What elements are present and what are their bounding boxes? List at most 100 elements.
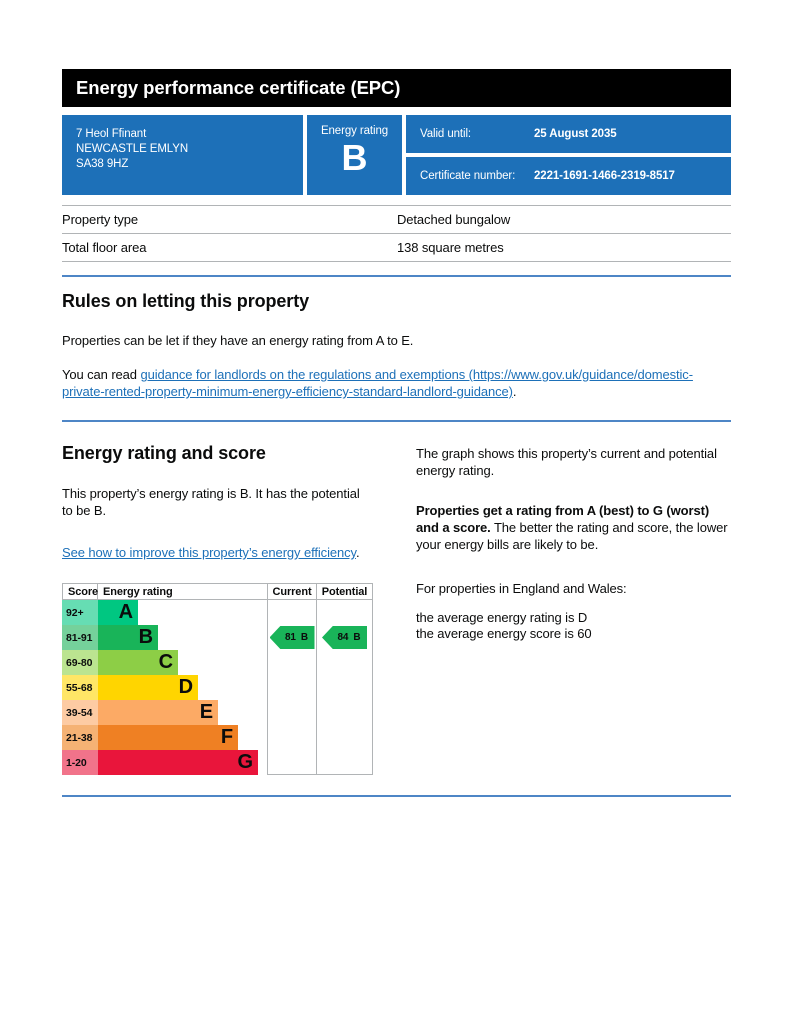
band-bar-cell: A (98, 600, 268, 625)
score-range-label: 55-68 (62, 675, 98, 700)
epc-band-row-c: 69-80 C (62, 650, 373, 675)
rating-summary-text: This property’s energy rating is B. It h… (62, 486, 360, 518)
epc-band-row-b: 81-91 B 81 B 84 B (62, 625, 373, 650)
band-bar-cell: E (98, 700, 268, 725)
energy-rating-value: B (341, 137, 368, 178)
potential-column-cell: 84 B (317, 625, 373, 650)
valid-until-value: 25 August 2035 (534, 128, 617, 140)
table-row: Property type Detached bungalow (62, 206, 731, 234)
score-range-label: 39-54 (62, 700, 98, 725)
current-column-cell (268, 650, 317, 675)
rating-left-column: Energy rating and score This property’s … (62, 443, 392, 775)
band-bar-cell: C (98, 650, 268, 675)
epc-band-row-d: 55-68 D (62, 675, 373, 700)
summary-banner: 7 Heol Ffinant NEWCASTLE EMLYN SA38 9HZ … (62, 115, 731, 195)
address-line-3: SA38 9HZ (76, 158, 129, 170)
table-row: Total floor area 138 square metres (62, 234, 731, 262)
band-bar-cell: D (98, 675, 268, 700)
current-column-cell: 81 B (268, 625, 317, 650)
band-bar-b: B (98, 625, 158, 650)
letting-rule-text: Properties can be let if they have an en… (62, 333, 414, 348)
potential-column-cell (317, 650, 373, 675)
epc-band-row-f: 21-38 F (62, 725, 373, 750)
potential-rating-arrow-score: 84 (337, 632, 349, 643)
certificate-number-value: 2221-1691-1466-2319-8517 (534, 170, 675, 182)
page-title-bar: Energy performance certificate (EPC) (62, 69, 731, 107)
average-rating-line: the average energy rating is D (416, 610, 588, 625)
epc-band-row-g: 1-20 G (62, 750, 373, 775)
graph-intro-text: The graph shows this property’s current … (416, 446, 717, 478)
potential-column-cell (317, 675, 373, 700)
band-bar-f: F (98, 725, 238, 750)
current-column-cell (268, 675, 317, 700)
score-range-label: 21-38 (62, 725, 98, 750)
band-bar-cell: G (98, 750, 268, 775)
current-column-cell (268, 725, 317, 750)
rating-right-column: The graph shows this property’s current … (416, 443, 731, 775)
chart-band-rows: 92+ A 81-91 B 81 B 84 B 69-80 C 55-68 D 39-54 E 21-38 F… (62, 600, 373, 775)
potential-column-cell (317, 600, 373, 625)
current-rating-arrow: 81 B (269, 626, 315, 649)
potential-rating-arrow: 84 B (322, 626, 367, 649)
current-rating-arrow-letter: B (300, 632, 309, 643)
energy-rating-badge: Energy rating B (307, 115, 402, 195)
chart-col-current: Current (268, 584, 317, 599)
band-bar-cell: F (98, 725, 268, 750)
chart-header-row: Score Energy rating Current Potential (62, 583, 373, 600)
improve-suffix: . (355, 545, 360, 560)
chart-col-score: Score (62, 584, 98, 599)
total-floor-area-label: Total floor area (62, 240, 147, 255)
band-bar-g: G (98, 750, 258, 775)
rating-info-rest: The better the rating and score, the low… (416, 520, 728, 552)
score-range-label: 1-20 (62, 750, 98, 775)
address-line-2: NEWCASTLE EMLYN (76, 143, 189, 155)
section-divider (62, 275, 731, 277)
potential-column-cell (317, 700, 373, 725)
current-column-cell (268, 600, 317, 625)
chart-col-potential: Potential (317, 584, 373, 599)
energy-rating-label: Energy rating (320, 125, 389, 137)
guidance-suffix: . (512, 384, 517, 399)
property-type-value: Detached bungalow (397, 212, 511, 227)
property-address: 7 Heol Ffinant NEWCASTLE EMLYN SA38 9HZ (62, 115, 303, 195)
potential-column-cell (317, 750, 373, 775)
property-type-label: Property type (62, 212, 139, 227)
score-range-label: 81-91 (62, 625, 98, 650)
rating-heading: Energy rating and score (62, 443, 266, 463)
band-bar-d: D (98, 675, 198, 700)
epc-band-row-a: 92+ A (62, 600, 373, 625)
band-bar-c: C (98, 650, 178, 675)
band-bar-cell: B (98, 625, 268, 650)
section-divider (62, 420, 731, 422)
score-range-label: 92+ (62, 600, 98, 625)
score-range-label: 69-80 (62, 650, 98, 675)
current-rating-arrow-score: 81 (284, 632, 296, 643)
guidance-paragraph: You can read guidance for landlords on t… (62, 366, 731, 400)
band-bar-a: A (98, 600, 138, 625)
england-wales-text: For properties in England and Wales: (416, 581, 627, 596)
certificate-number-row: Certificate number: 2221-1691-1466-2319-… (406, 157, 731, 195)
rules-heading: Rules on letting this property (62, 291, 310, 311)
page-title: Energy performance certificate (EPC) (76, 77, 401, 98)
address-line-1: 7 Heol Ffinant (76, 128, 147, 140)
epc-band-row-e: 39-54 E (62, 700, 373, 725)
rating-info-bold: Properties get a rating from A (best) to… (416, 503, 710, 535)
valid-until-label: Valid until: (420, 128, 472, 140)
section-divider (62, 795, 731, 797)
average-score-line: the average energy score is 60 (416, 625, 592, 641)
current-column-cell (268, 700, 317, 725)
certificate-details: Valid until: 25 August 2035 Certificate … (406, 115, 731, 195)
guidance-prefix: You can read (62, 367, 141, 382)
certificate-number-label: Certificate number: (420, 170, 516, 182)
valid-until-row: Valid until: 25 August 2035 (406, 115, 731, 153)
potential-column-cell (317, 725, 373, 750)
potential-rating-arrow-letter: B (353, 632, 361, 643)
energy-rating-section: Energy rating and score This property’s … (62, 443, 731, 775)
total-floor-area-value: 138 square metres (397, 240, 504, 255)
property-details-table: Property type Detached bungalow Total fl… (62, 205, 731, 262)
landlord-guidance-link[interactable]: guidance for landlords on the regulation… (62, 367, 693, 399)
rating-info-text: Properties get a rating from A (best) to… (416, 502, 731, 553)
rules-on-letting-section: Rules on letting this property Propertie… (62, 291, 731, 400)
improve-efficiency-link[interactable]: See how to improve this property’s energ… (62, 545, 356, 560)
